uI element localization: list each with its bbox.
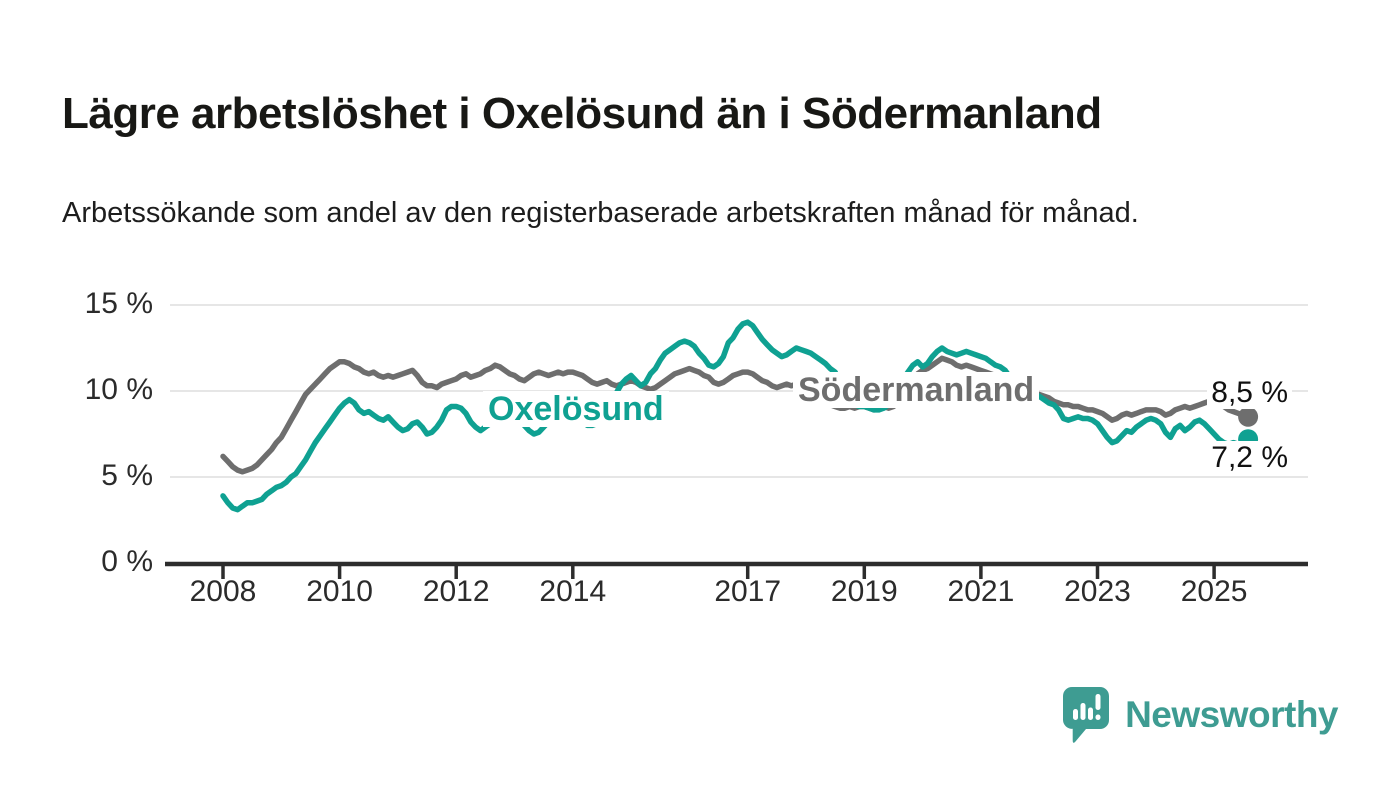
logo-bar-2 — [1080, 703, 1086, 720]
series-label-oxelosund: Oxelösund — [483, 391, 669, 427]
x-tick-label-2017: 2017 — [714, 575, 782, 608]
x-tick-label-2025: 2025 — [1180, 575, 1248, 608]
series-line-oxelosund — [220, 319, 1251, 513]
x-tick-label-2021: 2021 — [947, 575, 1015, 608]
logo-exclamation-dot — [1095, 714, 1101, 720]
logo-exclamation-bar — [1095, 694, 1101, 710]
x-tick-label-2008: 2008 — [189, 575, 257, 608]
series-end-dot-sodermanland — [1238, 406, 1259, 427]
end-value-label-oxelosund: 7,2 % — [1207, 441, 1292, 474]
newsworthy-logo-text: Newsworthy — [1125, 694, 1338, 735]
series-line-sodermanland — [220, 355, 1251, 475]
x-tick-label-2019: 2019 — [830, 575, 898, 608]
newsworthy-logo: Newsworthy — [1062, 686, 1338, 744]
x-tick-label-2023: 2023 — [1064, 575, 1131, 608]
logo-bar-1 — [1073, 709, 1079, 720]
logo-bar-3 — [1088, 707, 1094, 720]
page-title: Lägre arbetslöshet i Oxelösund än i Söde… — [62, 89, 1102, 139]
y-tick-label-10: 10 % — [84, 373, 153, 406]
page-subtitle: Arbetssökande som andel av den registerb… — [62, 197, 1139, 229]
series-label-sodermanland: Södermanland — [793, 372, 1040, 408]
y-tick-label-5: 5 % — [101, 459, 153, 492]
x-tick-label-2010: 2010 — [306, 575, 373, 608]
x-tick-label-2014: 2014 — [539, 575, 607, 608]
logo-bubble-shape — [1063, 687, 1110, 743]
newsworthy-logo-icon — [1063, 687, 1110, 743]
end-value-label-sodermanland: 8,5 % — [1207, 376, 1292, 409]
x-tick-label-2012: 2012 — [422, 575, 490, 608]
y-tick-label-15: 15 % — [84, 287, 153, 320]
y-tick-label-0: 0 % — [101, 545, 153, 578]
